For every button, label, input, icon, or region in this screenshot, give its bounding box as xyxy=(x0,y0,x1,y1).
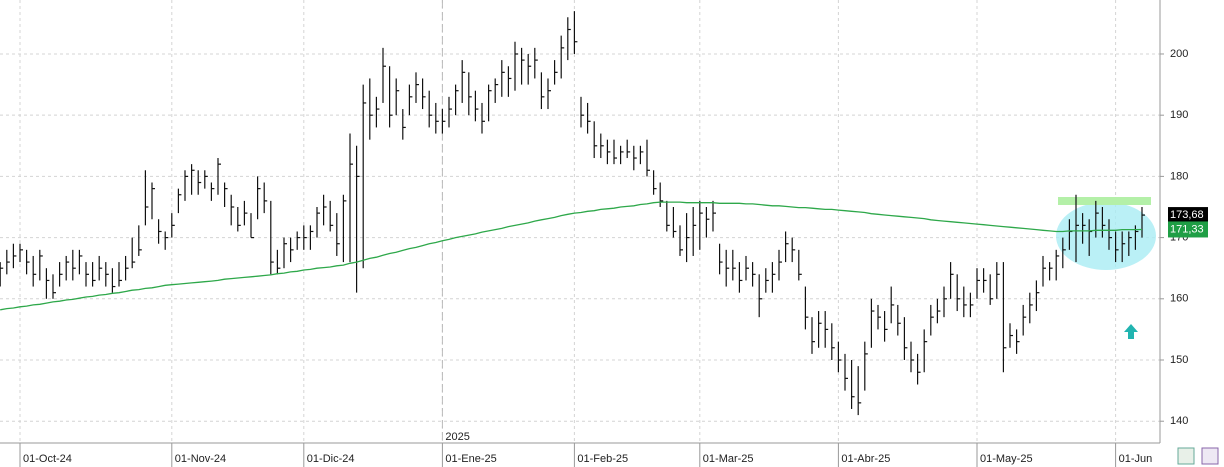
y-tick-label: 140 xyxy=(1170,415,1188,427)
toolbar-button[interactable] xyxy=(1177,447,1195,465)
up-arrow xyxy=(1124,324,1138,339)
y-tick-label: 150 xyxy=(1170,354,1188,366)
x-tick-label: 01-Feb-25 xyxy=(577,453,628,465)
y-tick-label: 180 xyxy=(1170,170,1188,182)
x-tick-label: 01-Mar-25 xyxy=(703,453,754,465)
y-tick-label: 200 xyxy=(1170,48,1188,60)
x-tick-label: 01-Ene-25 xyxy=(445,453,496,465)
x-tick-label: 01-Nov-24 xyxy=(175,453,226,465)
y-tick-label: 160 xyxy=(1170,293,1188,305)
y-tick-label: 190 xyxy=(1170,109,1188,121)
x-tick-label: 01-Dic-24 xyxy=(307,453,355,465)
x-tick-label: 01-Jun xyxy=(1119,453,1153,465)
save-button[interactable] xyxy=(1201,447,1219,465)
x-tick-label: 01-May-25 xyxy=(980,453,1033,465)
x-tick-label: 01-Oct-24 xyxy=(23,453,72,465)
moving-average xyxy=(0,201,1143,311)
year-label: 2025 xyxy=(445,431,469,443)
grid xyxy=(0,0,1160,443)
price-badge-label: 173,68 xyxy=(1170,209,1204,221)
highlight-ellipse xyxy=(1056,202,1156,270)
price-badge xyxy=(1168,221,1208,238)
resistance-band xyxy=(1058,197,1151,205)
price-badge xyxy=(1168,207,1208,224)
x-tick-label: 01-Abr-25 xyxy=(841,453,890,465)
price-badge-label: 171,33 xyxy=(1170,223,1204,235)
marks xyxy=(0,11,1145,416)
